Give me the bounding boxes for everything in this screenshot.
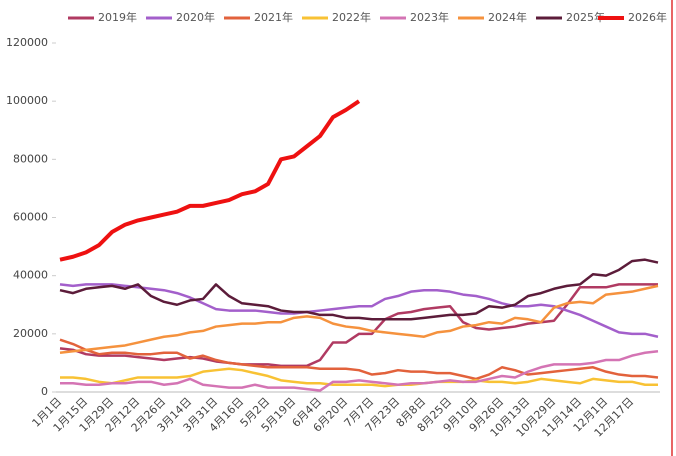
y-tick-label: 0 [41, 385, 48, 398]
y-tick-label: 100000 [6, 94, 48, 107]
legend-label: 2021年 [254, 10, 293, 24]
series-line [60, 350, 659, 392]
series-line [59, 338, 659, 381]
y-tick-label: 40000 [13, 269, 48, 282]
legend-label: 2022年 [332, 10, 371, 24]
y-tick-label: 120000 [6, 36, 48, 49]
y-tick-label: 20000 [13, 327, 48, 340]
legend-label: 2025年 [566, 10, 605, 24]
series-line [59, 283, 659, 338]
legend-label: 2020年 [176, 10, 215, 24]
series-line [59, 258, 659, 321]
series-line [59, 284, 659, 354]
y-tick-label: 60000 [13, 211, 48, 224]
y-tick-label: 80000 [13, 152, 48, 165]
legend-label: 2023年 [410, 10, 449, 24]
series-line [59, 99, 361, 262]
series-line [59, 283, 658, 368]
series-line [60, 367, 658, 388]
legend-label: 2024年 [488, 10, 527, 24]
legend-label: 2019年 [98, 10, 137, 24]
legend-label: 2026年 [628, 10, 667, 24]
